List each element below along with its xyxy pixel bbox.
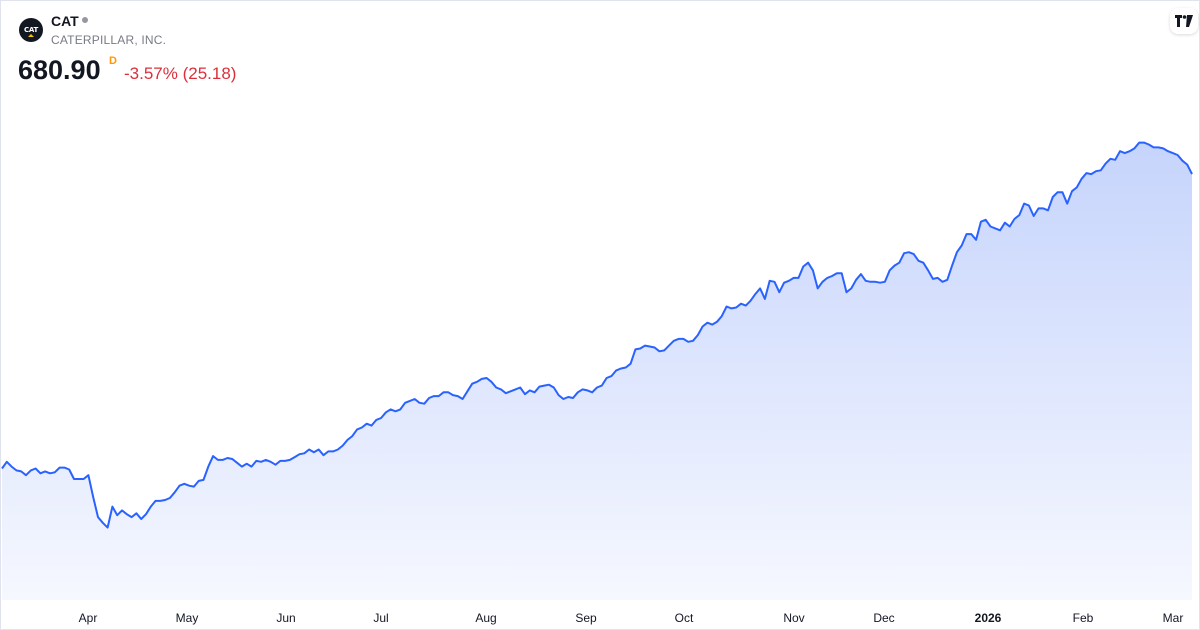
x-tick-label-sep: Sep <box>575 611 597 625</box>
logo-triangle-icon <box>28 34 34 37</box>
x-axis: Apr May Jun Jul Aug Sep Oct Nov Dec 2026 Feb Mar <box>79 611 1184 625</box>
x-tick-label-jul: Jul <box>373 611 388 625</box>
last-price: 680.90 <box>18 55 101 85</box>
price-area-fill <box>2 142 1192 600</box>
company-name: CATERPILLAR, INC. <box>51 33 167 47</box>
x-tick-label-dec: Dec <box>873 611 894 625</box>
x-tick-label-mar: Mar <box>1163 611 1184 625</box>
market-status-dot-icon <box>82 17 88 23</box>
x-tick-label-jun: Jun <box>276 611 295 625</box>
price-line <box>1 141 1193 529</box>
x-tick-label-nov: Nov <box>783 611 804 625</box>
x-tick-label-aug: Aug <box>475 611 496 625</box>
tradingview-logo-icon[interactable] <box>1170 8 1198 34</box>
price-suffix: D <box>109 55 117 67</box>
x-tick-label-apr: Apr <box>79 611 98 625</box>
tradingview-mark-icon <box>1175 15 1193 27</box>
x-tick-label-oct: Oct <box>675 611 694 625</box>
x-tick-label-feb: Feb <box>1073 611 1094 625</box>
x-tick-label-may: May <box>176 611 199 625</box>
logo-text: CAT <box>24 26 38 34</box>
price-change: -3.57% (25.18) <box>124 64 237 83</box>
cat-logo: CAT <box>19 18 43 42</box>
x-tick-label-2026: 2026 <box>975 611 1002 625</box>
ticker-symbol[interactable]: CAT <box>51 13 79 29</box>
